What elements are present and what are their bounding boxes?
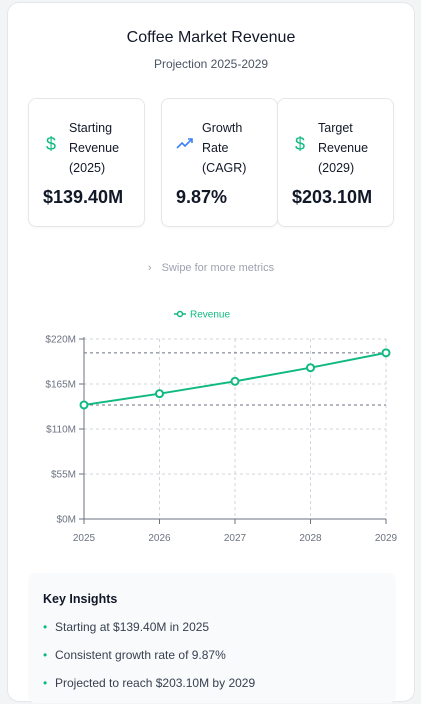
insights-list: • Starting at $139.40M in 2025 • Consisten… [43,620,255,704]
page-title: Coffee Market Revenue [126,29,296,46]
y-tick-label: $55M [51,470,76,481]
metric-value: $203.10M [292,187,373,207]
insight-item: • Consistent growth rate of 9.87% [43,648,226,662]
revenue-line-chart: Revenue $0M $55M $110M $165M $220M 2025 2026 202… [45,310,398,545]
data-point [230,376,240,386]
bullet-icon: • [43,620,48,634]
insight-item: • Projected to reach $203.10M by 2029 [43,676,256,690]
y-tick-label: $220M [45,335,76,346]
chevron-right-icon: › [147,262,152,274]
key-insights-panel: Key Insights • Starting at $139.40M in 20… [28,573,396,703]
trending-up-icon [176,135,193,153]
y-tick-label: $165M [45,380,76,391]
dollar-icon: $ [45,134,56,154]
legend-label: Revenue [190,310,230,321]
metric-card-growth-rate: Growth Rate (CAGR) 9.87% [161,98,278,227]
metric-value: $139.40M [43,187,124,207]
swipe-hint[interactable]: › Swipe for more metrics [8,262,414,274]
metric-label: Target Revenue (2029) [318,121,369,175]
bullet-icon: • [43,648,48,662]
data-point [79,400,89,410]
dollar-icon: $ [294,134,305,154]
x-tick-label: 2029 [375,533,398,544]
y-tick-label: $110M [46,425,76,436]
revenue-card: Coffee Market Revenue Projection 2025-20… [7,2,415,703]
y-tick-label: $0M [57,515,76,526]
metric-value: 9.87% [176,187,228,207]
x-tick-label: 2025 [73,533,96,544]
swipe-hint-label: Swipe for more metrics [161,262,275,274]
metric-card-target-revenue: $ Target Revenue (2029) $203.10M [277,98,394,227]
x-tick-label: 2027 [224,533,247,544]
data-point [155,389,164,399]
page-subtitle: Projection 2025-2029 [153,57,269,71]
bullet-icon: • [43,676,48,690]
metric-label: Starting Revenue (2025) [69,121,120,175]
legend-marker [176,310,184,318]
x-tick-label: 2026 [148,533,171,544]
data-point [381,348,391,358]
insights-title: Key Insights [43,592,118,606]
metric-card-starting-revenue: $ Starting Revenue (2025) $139.40M [28,98,145,227]
metric-label: Growth Rate (CAGR) [202,121,247,175]
insight-item: • Starting at $139.40M in 2025 [43,620,210,634]
x-tick-label: 2028 [299,533,322,544]
data-point [306,363,315,373]
